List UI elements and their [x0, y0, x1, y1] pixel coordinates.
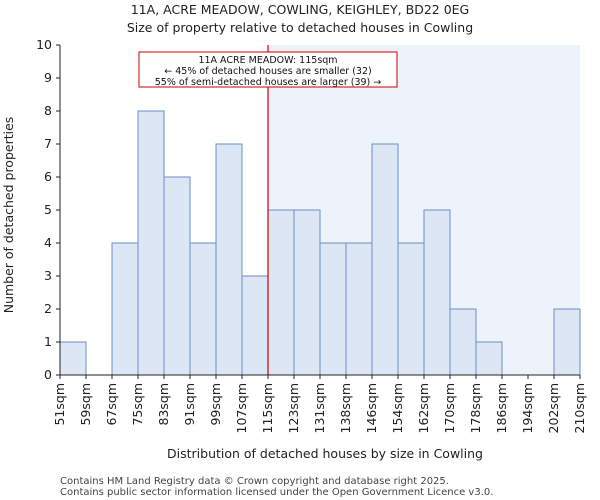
x-tick-label: 83sqm	[156, 383, 171, 426]
footer-licence: Contains public sector information licen…	[60, 487, 493, 498]
annotation-line-2: ← 45% of detached houses are smaller (32…	[164, 66, 371, 77]
x-tick-label: 202sqm	[546, 383, 561, 433]
annotation-line-3: 55% of semi-detached houses are larger (…	[155, 77, 382, 88]
x-tick-label: 170sqm	[442, 383, 457, 433]
x-tick-label: 154sqm	[390, 383, 405, 433]
bar-75sqm	[137, 110, 165, 376]
x-tick-label: 123sqm	[286, 383, 301, 433]
y-tick-label: 0	[44, 367, 52, 382]
x-tick-label: 51sqm	[52, 383, 67, 426]
y-tick-label: 7	[44, 136, 52, 151]
bar-51sqm	[59, 341, 87, 376]
y-tick-label: 8	[44, 103, 52, 118]
x-tick-label: 115sqm	[260, 383, 275, 433]
bar-83sqm	[163, 176, 191, 376]
bar-154sqm	[397, 242, 425, 376]
bar-178sqm	[475, 341, 503, 376]
y-tick-label: 6	[44, 169, 52, 184]
bar-162sqm	[423, 209, 451, 376]
y-tick-label: 3	[44, 268, 52, 283]
y-tick-label: 4	[44, 235, 52, 250]
bar-107sqm	[241, 275, 269, 376]
bar-115sqm	[267, 209, 295, 376]
x-tick-label: 210sqm	[572, 383, 587, 433]
x-tick-label: 107sqm	[234, 383, 249, 433]
y-tick-label: 9	[44, 70, 52, 85]
bar-146sqm	[371, 143, 399, 376]
x-tick-label: 138sqm	[338, 383, 353, 433]
bar-123sqm	[293, 209, 321, 376]
y-tick-label: 5	[44, 202, 52, 217]
bar-131sqm	[319, 242, 347, 376]
x-tick-label: 146sqm	[364, 383, 379, 433]
y-tick-label: 10	[36, 37, 52, 52]
bar-170sqm	[449, 308, 477, 376]
x-tick-label: 131sqm	[312, 383, 327, 433]
chart-title: 11A, ACRE MEADOW, COWLING, KEIGHLEY, BD2…	[131, 2, 470, 17]
annotation-line-1: 11A ACRE MEADOW: 115sqm	[198, 55, 337, 66]
x-tick-label: 75sqm	[130, 383, 145, 426]
x-tick-label: 91sqm	[182, 383, 197, 426]
x-tick-label: 186sqm	[494, 383, 509, 433]
annotation-box	[138, 51, 398, 88]
y-axis-label: Number of detached properties	[1, 117, 16, 314]
x-tick-label: 99sqm	[208, 383, 223, 426]
bar-91sqm	[189, 242, 217, 376]
bar-99sqm	[215, 143, 243, 376]
y-axis: 0 1 2 3 4 5 6 7 8 9 10	[36, 37, 61, 382]
x-tick-label: 67sqm	[104, 383, 119, 426]
x-axis-label: Distribution of detached houses by size …	[167, 446, 483, 461]
bars-group	[59, 110, 581, 376]
x-tick-label: 194sqm	[520, 383, 535, 433]
y-tick-label: 1	[44, 334, 52, 349]
bar-67sqm	[111, 242, 139, 376]
x-tick-label: 162sqm	[416, 383, 431, 433]
bar-202sqm	[553, 308, 581, 376]
chart-subtitle: Size of property relative to detached ho…	[127, 20, 473, 35]
footer-copyright: Contains HM Land Registry data © Crown c…	[60, 476, 449, 487]
x-axis: 51sqm 59sqm 67sqm 75sqm 83sqm 91sqm 99sqm 107sq…	[52, 374, 587, 433]
bar-138sqm	[345, 242, 373, 376]
x-tick-label: 59sqm	[78, 383, 93, 426]
x-tick-label: 178sqm	[468, 383, 483, 433]
y-tick-label: 2	[44, 301, 52, 316]
